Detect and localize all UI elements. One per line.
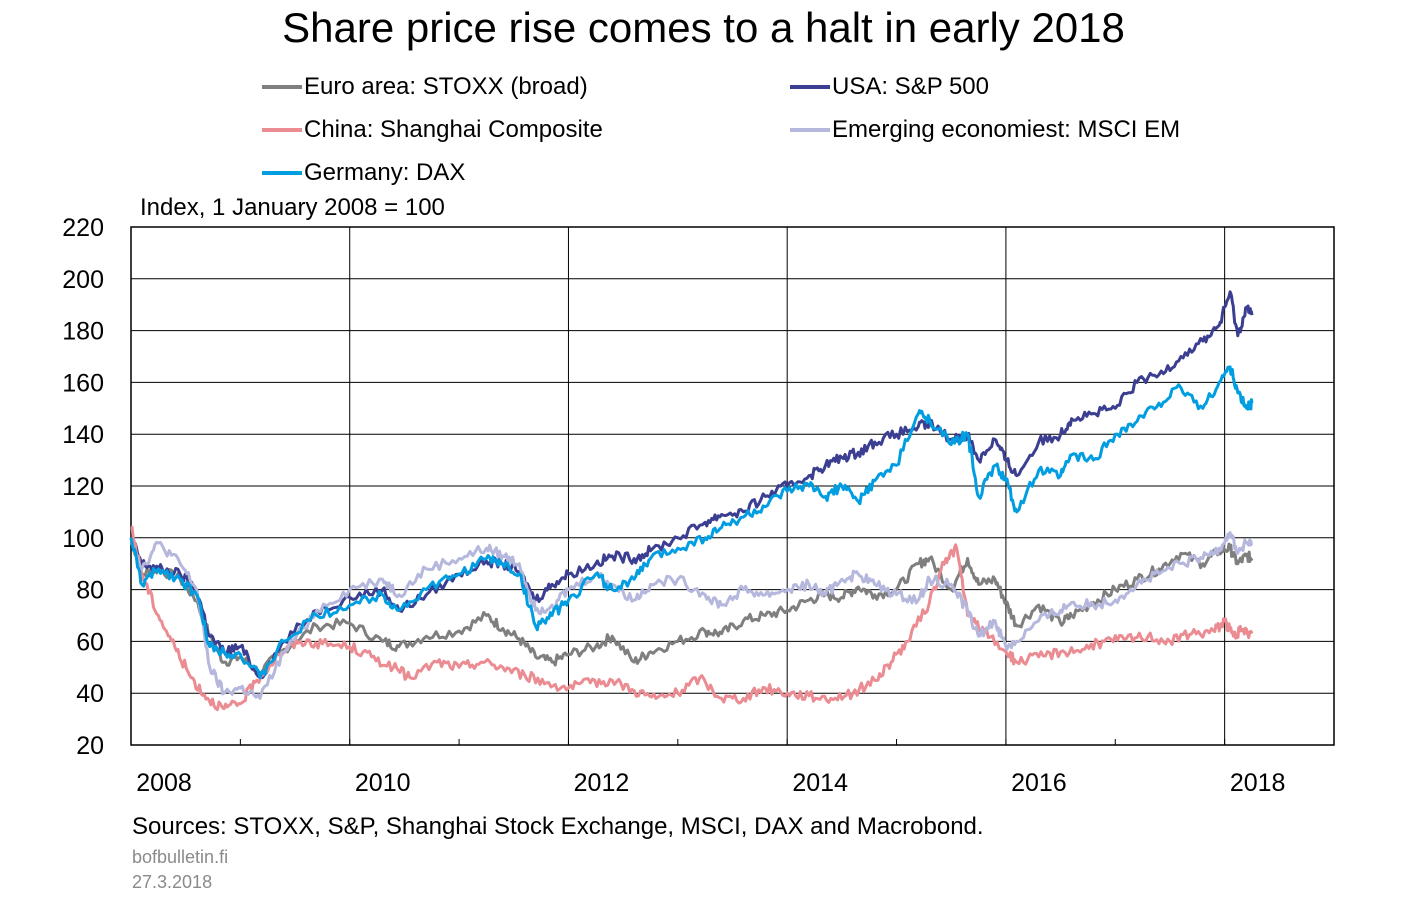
y-tick-label: 40: [76, 680, 104, 708]
y-tick-label: 140: [62, 421, 104, 449]
source-note: Sources: STOXX, S&P, Shanghai Stock Exch…: [132, 813, 984, 840]
legend-item-emerging: Emerging economiest: MSCI EM: [790, 115, 1180, 145]
legend-swatch-emerging: [790, 128, 830, 132]
y-tick-label: 100: [62, 525, 104, 553]
series-line-1: [130, 290, 1254, 680]
site-label: bofbulletin.fi: [132, 847, 229, 867]
y-tick-label: 220: [62, 214, 104, 242]
series-line-3: [129, 531, 1253, 700]
x-tick-label: 2014: [792, 769, 848, 797]
y-tick-label: 60: [76, 628, 104, 656]
legend-swatch-euro-area: [262, 85, 302, 89]
legend-label-euro-area: Euro area: STOXX (broad): [304, 73, 588, 100]
series-line-0: [129, 537, 1254, 677]
y-axis-unit-label: Index, 1 January 2008 = 100: [140, 194, 445, 221]
legend-item-euro-area: Euro area: STOXX (broad): [262, 72, 588, 102]
x-tick-label: 2010: [355, 769, 411, 797]
chart-title: Share price rise comes to a halt in earl…: [282, 4, 1125, 51]
legend-item-china: China: Shanghai Composite: [262, 115, 603, 145]
y-tick-label: 160: [62, 369, 104, 397]
legend-label-germany: Germany: DAX: [304, 159, 466, 186]
y-tick-label: 200: [62, 266, 104, 294]
x-tick-label: 2018: [1230, 769, 1286, 797]
x-tick-label: 2008: [136, 769, 192, 797]
x-tick-label: 2012: [574, 769, 630, 797]
x-tick-label: 2016: [1011, 769, 1067, 797]
legend-item-germany: Germany: DAX: [262, 158, 465, 188]
y-tick-label: 20: [76, 732, 104, 760]
legend-swatch-china: [262, 128, 302, 132]
legend-label-usa: USA: S&P 500: [832, 73, 989, 100]
y-tick-label: 120: [62, 473, 104, 501]
legend-swatch-usa: [790, 85, 830, 89]
legend-item-usa: USA: S&P 500: [790, 72, 989, 102]
series-line-4: [129, 365, 1254, 680]
legend-swatch-germany: [262, 171, 302, 175]
legend-label-china: China: Shanghai Composite: [304, 116, 603, 143]
legend-label-emerging: Emerging economiest: MSCI EM: [832, 116, 1181, 143]
y-tick-label: 80: [76, 577, 104, 605]
plot-frame: [130, 226, 1335, 746]
y-tick-label: 180: [62, 318, 104, 346]
publish-date: 27.3.2018: [132, 872, 213, 892]
series-line-2: [130, 525, 1254, 712]
